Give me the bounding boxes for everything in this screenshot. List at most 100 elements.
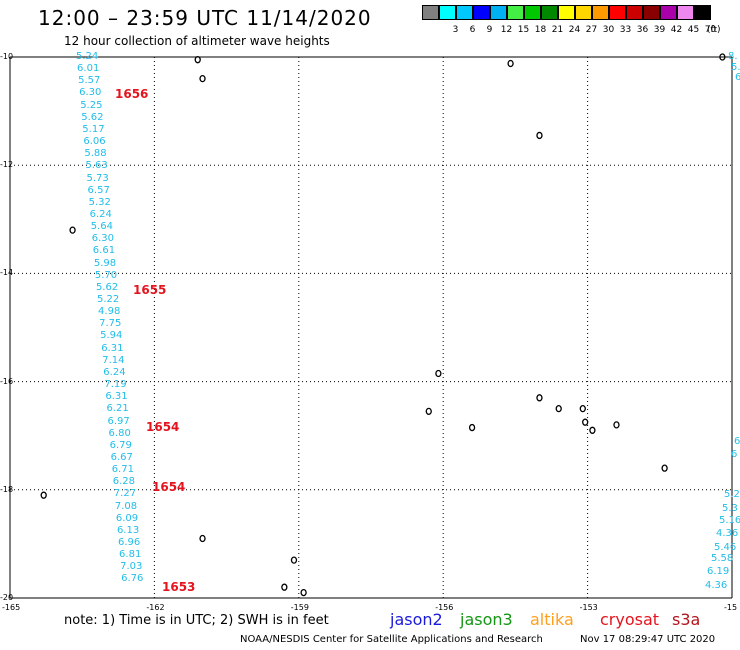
swh-value: 4.98: [98, 306, 121, 318]
swh-value: 5.57: [78, 75, 101, 87]
island-outlines: [40, 53, 726, 597]
swh-value: 7.08: [114, 500, 138, 512]
island-outline: [199, 74, 206, 83]
scale-tick-label: 9: [486, 25, 493, 35]
scale-swatch: [490, 5, 507, 20]
scale-tick-label: 70: [704, 25, 717, 35]
island-outline: [536, 394, 543, 402]
scale-swatch: [541, 5, 558, 20]
swh-value: 6.19: [707, 566, 730, 577]
swh-value: 5.25: [80, 99, 103, 111]
swh-value: 7.75: [99, 318, 122, 330]
swh-value: 7.27: [113, 488, 137, 500]
swh-value: 6.09: [115, 512, 139, 524]
island-outline: [40, 491, 47, 499]
swh-value: 5.16: [719, 515, 740, 526]
swh-value: 5.62: [81, 111, 104, 123]
swh-value: 5.63: [85, 160, 108, 172]
island-outline: [555, 404, 562, 413]
chart-title: 12:00 – 23:59 UTC 11/14/2020: [38, 6, 372, 30]
lat-label: -12: [0, 160, 14, 170]
island-outline: [507, 59, 514, 68]
island-outline: [425, 407, 432, 416]
swh-value: 6.30: [91, 233, 115, 245]
lon-label: -153: [579, 603, 598, 612]
credit-text: NOAA/NESDIS Center for Satellite Applica…: [240, 634, 543, 645]
scale-swatch: [507, 5, 524, 20]
swh-value: 5.3: [722, 503, 738, 514]
swh-value: 6.71: [111, 464, 134, 476]
swh-value: 5.22: [97, 294, 120, 305]
lon-label: -156: [435, 603, 454, 612]
grid-lines: [9, 56, 733, 599]
swh-value: 5.73: [86, 172, 109, 184]
scale-tick-label: 27: [585, 25, 598, 35]
scale-swatch: [677, 5, 694, 20]
legend-s3a: s3a: [672, 610, 701, 629]
island-outline: [194, 56, 201, 64]
swh-value: 6.80: [108, 427, 131, 439]
scale-tick-label: 21: [551, 25, 564, 35]
island-outline: [281, 583, 288, 591]
scale-swatch: [439, 5, 456, 20]
swh-value: 6.67: [110, 451, 133, 463]
island-outline: [290, 556, 298, 564]
scale-tick-label: 12: [500, 25, 513, 35]
scale-swatch: [660, 5, 677, 20]
swh-value: 5.: [731, 62, 740, 73]
island-outline: [69, 226, 76, 234]
island-outline: [661, 464, 668, 472]
island-outline: [613, 421, 620, 429]
scale-tick-label: 36: [636, 25, 649, 35]
swh-value: 6.21: [106, 403, 129, 415]
island-outline: [589, 426, 596, 434]
legend-jason2: jason2: [390, 610, 443, 629]
swh-value: 6.06: [83, 136, 106, 148]
scale-swatch: [592, 5, 609, 20]
swh-value: 5.32: [88, 196, 111, 208]
time-label: 1654: [152, 480, 186, 494]
lat-label: -10: [0, 52, 14, 61]
scale-unit: (ft): [707, 25, 721, 35]
swh-value: 6.61: [92, 245, 116, 257]
swh-value: 5.98: [93, 257, 117, 269]
island-outline: [435, 369, 442, 378]
island-outline: [719, 53, 726, 61]
swh-value: 5.2: [724, 489, 740, 500]
swh-value: 6: [731, 449, 738, 460]
swh-value: 5.70: [94, 269, 118, 281]
legend-altika: altika: [530, 610, 574, 629]
lat-label: -20: [0, 593, 14, 602]
scale-swatch: [524, 5, 541, 20]
scale-tick-label: 45: [687, 25, 700, 35]
swh-value: 8.: [728, 51, 738, 62]
swh-value: 5.24: [76, 51, 99, 62]
swh-value: 6.79: [109, 439, 132, 451]
swh-value: 4.36: [705, 580, 728, 591]
lon-label: -162: [146, 603, 165, 612]
time-label: 1654: [146, 420, 180, 434]
scale-swatch: [694, 5, 711, 20]
scale-swatch: [558, 5, 575, 20]
swh-value: 6.97: [107, 415, 130, 427]
swh-value: 6.76: [121, 573, 144, 585]
scale-tick-label: 18: [534, 25, 547, 35]
lon-label: -165: [2, 603, 21, 612]
swh-value: 5.17: [82, 123, 105, 135]
scale-tick-label: 39: [653, 25, 666, 35]
swh-value: 6.57: [87, 184, 110, 196]
swh-value: 7.19: [104, 379, 127, 391]
lat-label: -16: [0, 376, 14, 386]
scale-swatch: [456, 5, 473, 20]
swh-value: 5.88: [84, 148, 107, 160]
footer-note: note: 1) Time is in UTC; 2) SWH is in fe…: [64, 613, 329, 628]
swh-value: 5.58: [711, 553, 734, 564]
time-label: 1655: [133, 283, 167, 297]
scale-tick-label: 42: [670, 25, 683, 35]
island-outline: [300, 588, 307, 597]
swh-value: 6.81: [119, 549, 142, 561]
swh-value: 5.94: [100, 330, 123, 342]
island-outline: [199, 534, 206, 543]
swh-value: 6.24: [89, 208, 112, 220]
scale-tick-label: 3: [452, 25, 459, 35]
